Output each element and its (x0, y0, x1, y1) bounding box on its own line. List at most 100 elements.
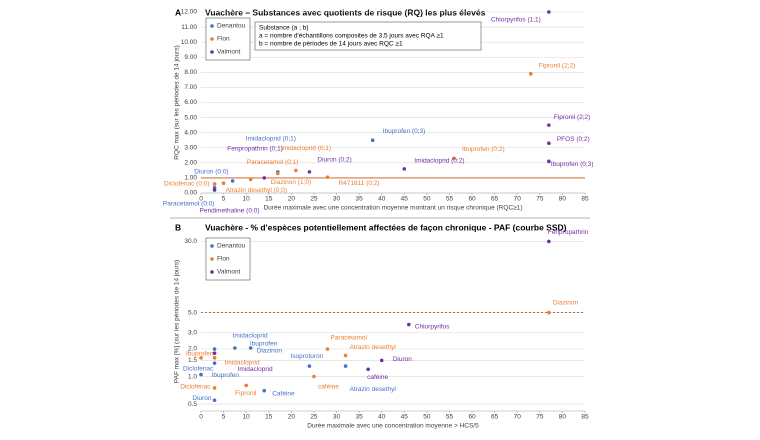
chart-title: Vuachère - % d'espèces potentiellement a… (205, 222, 567, 232)
panel-letter: A (175, 7, 181, 17)
point-label: Diclofenac (180, 384, 211, 391)
y-tick-label: 1.5 (188, 357, 197, 364)
point-label: Paracetamol (0;1) (247, 159, 299, 166)
y-tick-label: 7.00 (184, 84, 197, 91)
y-tick-label: 8.00 (184, 69, 197, 76)
point (199, 356, 203, 360)
point-label: Imidacloprid (0;1) (281, 145, 331, 152)
x-tick-label: 70 (514, 414, 522, 421)
point-label: Atrazin desethyl (350, 386, 397, 393)
legend-marker (210, 37, 214, 41)
x-tick-label: 60 (468, 196, 476, 203)
x-axis-label: Durée maximale avec une concentration mo… (307, 423, 479, 430)
point-label: Diuron (0;0) (194, 169, 228, 176)
x-tick-label: 5 (222, 196, 226, 203)
point-label: Diuron (0;2) (317, 157, 351, 164)
point (307, 170, 312, 174)
legend-marker (210, 257, 214, 261)
x-tick-label: 25 (310, 414, 318, 421)
point-label: Diclofenac (183, 365, 214, 372)
legend-marker (210, 244, 214, 248)
y-tick-label: 2.00 (184, 160, 197, 167)
y-tick-label: 0.5 (188, 401, 197, 408)
point-label: Imidacloprid (233, 333, 268, 340)
y-tick-label: 4.00 (184, 129, 197, 136)
point-label: Atrazin desethyl (0;0) (226, 187, 287, 194)
point-label: Diazinon (1;0) (271, 179, 311, 186)
panel-letter: B (175, 222, 181, 232)
point-label: Ibuprofen (0;3) (383, 128, 426, 135)
legend-label: Valmont (217, 49, 241, 56)
x-tick-label: 30 (333, 196, 341, 203)
point (547, 310, 551, 315)
point (212, 398, 217, 403)
x-tick-label: 55 (446, 414, 454, 421)
x-tick-label: 5 (222, 414, 226, 421)
point (343, 353, 348, 358)
y-tick-label: 3.0 (188, 330, 197, 337)
point-label: Fenpropathrin (548, 229, 589, 236)
annotation-text: Substance (a ; b) (259, 25, 309, 32)
point-label: PFOS (0;2) (557, 136, 590, 143)
point-label: Caféine (272, 390, 295, 397)
x-tick-label: 75 (536, 196, 544, 203)
y-tick-label: 3.00 (184, 144, 197, 151)
point (199, 372, 203, 377)
point (379, 358, 384, 363)
legend-label: Denantou (217, 23, 246, 30)
point-label: Imidacloprid (0;2) (414, 158, 464, 165)
x-tick-label: 20 (288, 196, 296, 203)
point (325, 347, 330, 351)
y-tick-label: 11.00 (181, 24, 197, 31)
x-tick-label: 70 (514, 196, 522, 203)
y-tick-label: 30.0 (184, 238, 197, 245)
point (325, 175, 330, 179)
point (212, 386, 217, 390)
x-tick-label: 60 (468, 414, 476, 421)
point-label: Ibuprofen (186, 351, 214, 358)
y-tick-label: 9.00 (184, 54, 197, 61)
point-label: caféine (318, 383, 339, 390)
x-tick-label: 55 (446, 196, 454, 203)
legend-marker (210, 50, 214, 54)
point-label: Ibuprofen (0;3) (551, 161, 594, 168)
legend-marker (210, 24, 214, 28)
point (212, 356, 217, 360)
point (402, 167, 407, 171)
point-label: Pendimethaline (0;0) (200, 208, 260, 215)
x-tick-label: 45 (401, 414, 409, 421)
x-tick-label: 40 (378, 196, 386, 203)
x-tick-label: 65 (491, 414, 499, 421)
point-label: Chlorpyrifos (1;1) (491, 17, 541, 24)
point-label: Diuron (192, 395, 212, 402)
y-axis-label: RQC max (sur les périodes de 14 jours) (174, 45, 181, 160)
point-label: Ibuprofen (0;2) (462, 146, 505, 153)
point-label: Fipronil (2;2) (554, 114, 590, 121)
point-label: caféine (367, 374, 388, 381)
point-label: Fenpropathrin (0;1) (227, 146, 283, 153)
x-tick-label: 15 (265, 414, 273, 421)
point (276, 171, 280, 176)
y-tick-label: 0.00 (184, 190, 197, 197)
point (248, 177, 253, 182)
x-tick-label: 15 (265, 196, 273, 203)
legend-marker (210, 270, 214, 274)
point-label: Chlorpyrifos (415, 323, 450, 330)
point (343, 364, 348, 368)
point-label: Diclofenac (0;0) (164, 181, 210, 188)
point (244, 383, 248, 388)
legend-label: Valmont (217, 269, 241, 276)
y-tick-label: 6.00 (184, 99, 197, 106)
x-tick-label: 40 (378, 414, 386, 421)
point-label: Fipronil (2;2) (539, 63, 575, 70)
point (370, 138, 375, 143)
x-tick-label: 45 (401, 196, 409, 203)
point (294, 168, 298, 173)
x-tick-label: 20 (288, 414, 296, 421)
point (528, 72, 533, 76)
point-label: Atrazin desethyl (350, 344, 397, 351)
point-label: Diuron (393, 356, 413, 363)
point-label: Diazinon (553, 299, 579, 306)
point (262, 388, 267, 393)
